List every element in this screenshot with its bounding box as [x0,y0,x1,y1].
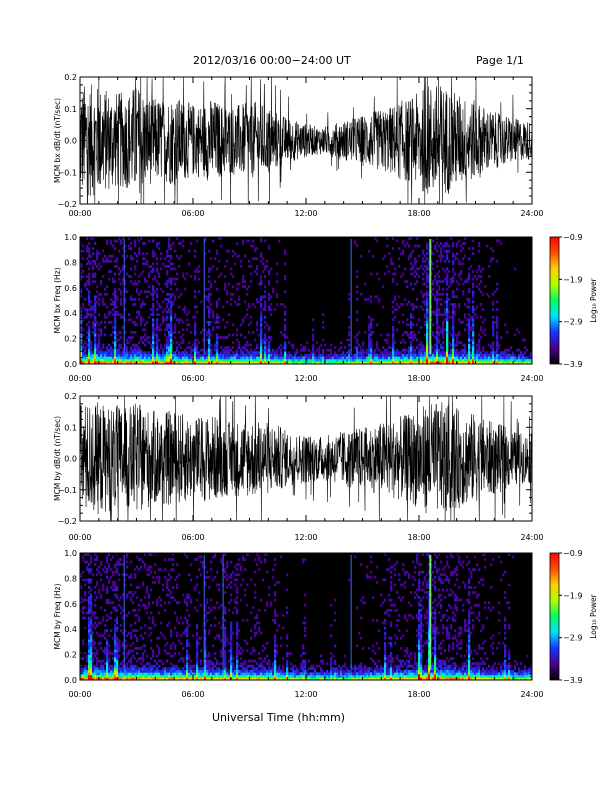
panel-2-x-tick-label: 00:00 [68,374,91,383]
panel-4-colorbar [549,552,560,681]
panel-1-y-tick-label: 0.2 [64,73,77,82]
panel-3-y-tick-label: −0.1 [58,486,77,495]
panel-3-y-axis-label: MCM by dB/dt (nT/sec) [53,416,62,501]
panel-1-x-tick-label: 06:00 [181,209,204,218]
panel-4-y-tick-label: 0.0 [64,676,77,685]
panel-4-x-tick-label: 00:00 [68,690,91,699]
panel-3-x-tick-label: 00:00 [68,533,91,542]
panel-2-colorbar-tick-label: −3.9 [563,360,582,369]
panel-1-x-tick-label: 00:00 [68,209,91,218]
panel-1-y-tick-label: 0.0 [64,137,77,146]
panel-2-x-tick-label: 06:00 [181,374,204,383]
panel-4-x-tick-label: 12:00 [294,690,317,699]
panel-2-spectrogram [80,237,533,365]
panel-4-y-tick-label: 1.0 [64,549,77,558]
panel-4-colorbar-tick-label: −0.9 [563,549,582,558]
panel-2-colorbar-tick-label: −0.9 [563,233,582,242]
panel-4-x-tick-label: 06:00 [181,690,204,699]
panel-2-colorbar-tick-label: −2.9 [563,318,582,327]
panel-1-y-tick-label: 0.1 [64,105,77,114]
panel-2-y-axis-label: MCM bx Freq (Hz) [53,267,62,333]
panel-2-y-tick-label: 0.4 [64,309,77,318]
panel-3-x-tick-label: 12:00 [294,533,317,542]
panel-1-y-tick-label: −0.1 [58,168,77,177]
panel-2-colorbar [549,236,560,365]
panel-4-x-tick-label: 18:00 [407,690,430,699]
panel-2-y-tick-label: 0.6 [64,284,77,293]
panel-4-spectrogram [80,553,533,681]
panel-1-y-tick-label: −0.2 [58,200,77,209]
panel-3-y-tick-label: 0.0 [64,455,77,464]
panel-2-colorbar-tick-label: −1.9 [563,275,582,284]
panel-3-y-tick-label: 0.1 [64,423,77,432]
panel-2-x-tick-label: 18:00 [407,374,430,383]
panel-3-y-tick-label: 0.2 [64,392,77,401]
panel-2-x-tick-label: 12:00 [294,374,317,383]
panel-3-x-tick-label: 18:00 [407,533,430,542]
panel-3-series-line [80,396,532,521]
panel-2-y-tick-label: 0.2 [64,335,77,344]
panel-4-y-tick-label: 0.4 [64,625,77,634]
panel-3-x-tick-label: 06:00 [181,533,204,542]
panel-1-series-line [80,77,532,204]
page-label: Page 1/1 [476,54,524,67]
page-title: 2012/03/16 00:00−24:00 UT [193,54,351,67]
panel-1-x-tick-label: 12:00 [294,209,317,218]
panel-3-waveform [80,396,532,521]
panel-4-y-tick-label: 0.6 [64,600,77,609]
panel-4-y-axis-label: MCM by Freq (Hz) [53,583,62,649]
panel-1-x-tick-label: 24:00 [520,209,543,218]
panel-1-x-tick-label: 18:00 [407,209,430,218]
panel-1-waveform [80,77,532,204]
panel-2-y-tick-label: 0.8 [64,258,77,267]
panel-4-colorbar-tick-label: −2.9 [563,634,582,643]
panel-4-colorbar-tick-label: −1.9 [563,591,582,600]
panel-1-y-axis-label: MCM bx dB/dt (nT/sec) [53,98,62,183]
panel-2-colorbar-label: Log₁₀ Power [589,277,598,322]
panel-4-colorbar-tick-label: −3.9 [563,676,582,685]
panel-4-x-tick-label: 24:00 [520,690,543,699]
panel-4-y-tick-label: 0.2 [64,651,77,660]
panel-2-y-tick-label: 1.0 [64,233,77,242]
x-axis-label: Universal Time (hh:mm) [212,711,345,724]
panel-3-x-tick-label: 24:00 [520,533,543,542]
panel-3-y-tick-label: −0.2 [58,517,77,526]
panel-4-y-tick-label: 0.8 [64,574,77,583]
panel-4-colorbar-label: Log₁₀ Power [589,593,598,638]
panel-2-y-tick-label: 0.0 [64,360,77,369]
panel-2-x-tick-label: 24:00 [520,374,543,383]
